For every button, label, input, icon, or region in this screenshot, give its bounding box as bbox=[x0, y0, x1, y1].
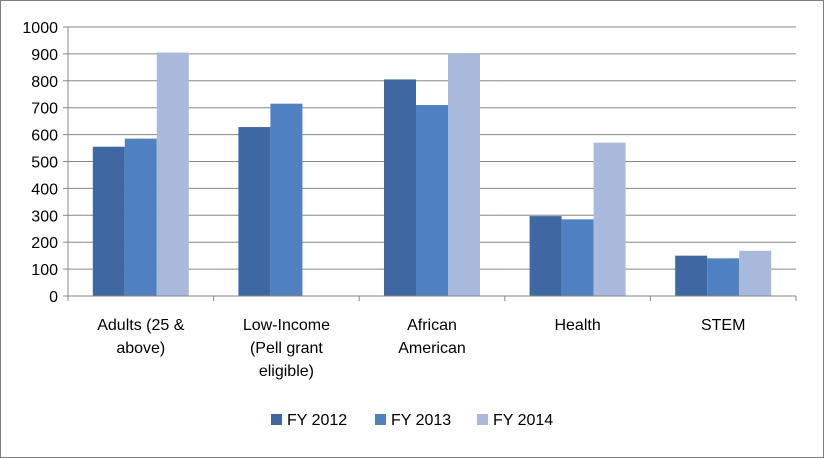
bar-fy-2014 bbox=[448, 53, 480, 297]
category-label: African American bbox=[398, 317, 466, 357]
y-tick-label: 800 bbox=[31, 74, 58, 91]
legend-label: FY 2013 bbox=[391, 412, 451, 429]
legend-swatch bbox=[375, 414, 386, 425]
legend-swatch bbox=[477, 414, 488, 425]
bar-fy-2013 bbox=[561, 219, 594, 296]
bar-fy-2013 bbox=[270, 103, 303, 296]
bar-fy-2012 bbox=[675, 255, 708, 296]
bar-fy-2012 bbox=[384, 79, 416, 296]
bar-fy-2012 bbox=[92, 146, 125, 296]
bar-fy-2013 bbox=[416, 105, 448, 296]
bar-fy-2013 bbox=[707, 258, 740, 296]
category-label: Health bbox=[554, 317, 600, 334]
y-tick-label: 500 bbox=[31, 155, 58, 172]
bar-fy-2013 bbox=[124, 138, 157, 296]
bar-fy-2014 bbox=[739, 250, 772, 296]
y-tick-label: 700 bbox=[31, 101, 58, 118]
y-tick-label: 1000 bbox=[22, 20, 58, 37]
bars bbox=[92, 52, 772, 297]
y-tick-label: 400 bbox=[31, 181, 58, 198]
bar-fy-2012 bbox=[238, 127, 271, 297]
legend-label: FY 2014 bbox=[493, 412, 553, 429]
bar-fy-2014 bbox=[156, 52, 189, 297]
category-label: Adults (25 & above) bbox=[97, 317, 184, 357]
y-tick-label: 200 bbox=[31, 235, 58, 252]
y-tick-label: 300 bbox=[31, 208, 58, 225]
axes bbox=[63, 26, 797, 301]
gridlines bbox=[68, 26, 796, 270]
category-label: STEM bbox=[701, 317, 745, 334]
y-tick-label: 0 bbox=[49, 289, 58, 306]
category-labels: Adults (25 & above) Low-Income (Pell grant e… bbox=[97, 317, 745, 380]
bar-fy-2012 bbox=[529, 216, 562, 296]
category-label: Low-Income (Pell grant eligible) bbox=[243, 317, 330, 380]
bar-fy-2014 bbox=[593, 142, 626, 296]
y-tick-label: 900 bbox=[31, 47, 58, 64]
legend-swatch bbox=[271, 414, 282, 425]
y-tick-label: 600 bbox=[31, 128, 58, 145]
legend: FY 2012 FY 2013 FY 2014 bbox=[271, 412, 553, 429]
y-tick-label: 100 bbox=[31, 262, 58, 279]
y-tick-labels: 0 100 200 300 400 500 600 700 800 900 1000 bbox=[22, 20, 58, 306]
legend-label: FY 2012 bbox=[287, 412, 347, 429]
